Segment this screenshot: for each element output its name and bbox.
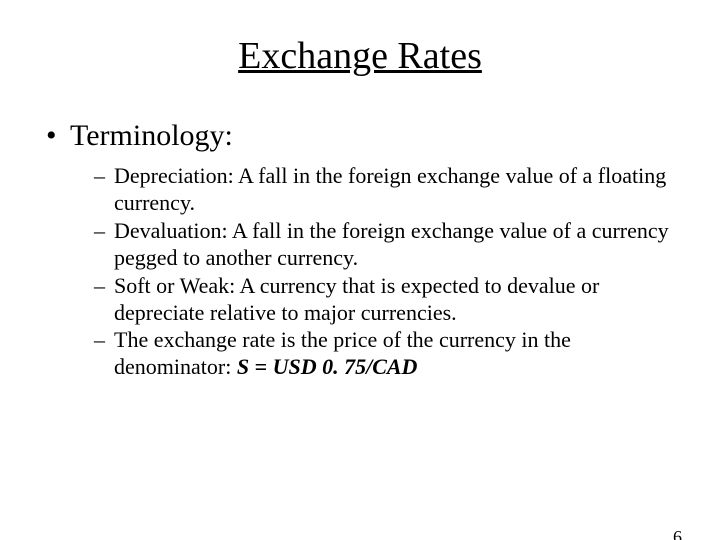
sub-bullet-text: Soft or Weak: A currency that is expecte… bbox=[114, 273, 676, 327]
slide-body: • Terminology: – Depreciation: A fall in… bbox=[0, 118, 720, 381]
dash-marker-icon: – bbox=[94, 163, 114, 217]
sub-bullet: – The exchange rate is the price of the … bbox=[94, 327, 676, 381]
slide-title: Exchange Rates bbox=[0, 34, 720, 78]
bullet-level1-label: Terminology: bbox=[70, 118, 233, 153]
sub-bullet-text: The exchange rate is the price of the cu… bbox=[114, 327, 676, 381]
slide: Exchange Rates • Terminology: – Deprecia… bbox=[0, 34, 720, 540]
formula-text: S = USD 0. 75/CAD bbox=[237, 354, 418, 379]
dash-marker-icon: – bbox=[94, 327, 114, 381]
sub-bullet-group: – Depreciation: A fall in the foreign ex… bbox=[94, 163, 676, 381]
sub-bullet: – Depreciation: A fall in the foreign ex… bbox=[94, 163, 676, 217]
page-number: 6 bbox=[673, 527, 682, 540]
sub-bullet-text: Depreciation: A fall in the foreign exch… bbox=[114, 163, 676, 217]
bullet-level1: • Terminology: bbox=[46, 118, 676, 153]
sub-bullet: – Devaluation: A fall in the foreign exc… bbox=[94, 218, 676, 272]
dash-marker-icon: – bbox=[94, 218, 114, 272]
bullet-marker-icon: • bbox=[46, 118, 70, 153]
dash-marker-icon: – bbox=[94, 273, 114, 327]
sub-bullet-text: Devaluation: A fall in the foreign excha… bbox=[114, 218, 676, 272]
sub-bullet: – Soft or Weak: A currency that is expec… bbox=[94, 273, 676, 327]
